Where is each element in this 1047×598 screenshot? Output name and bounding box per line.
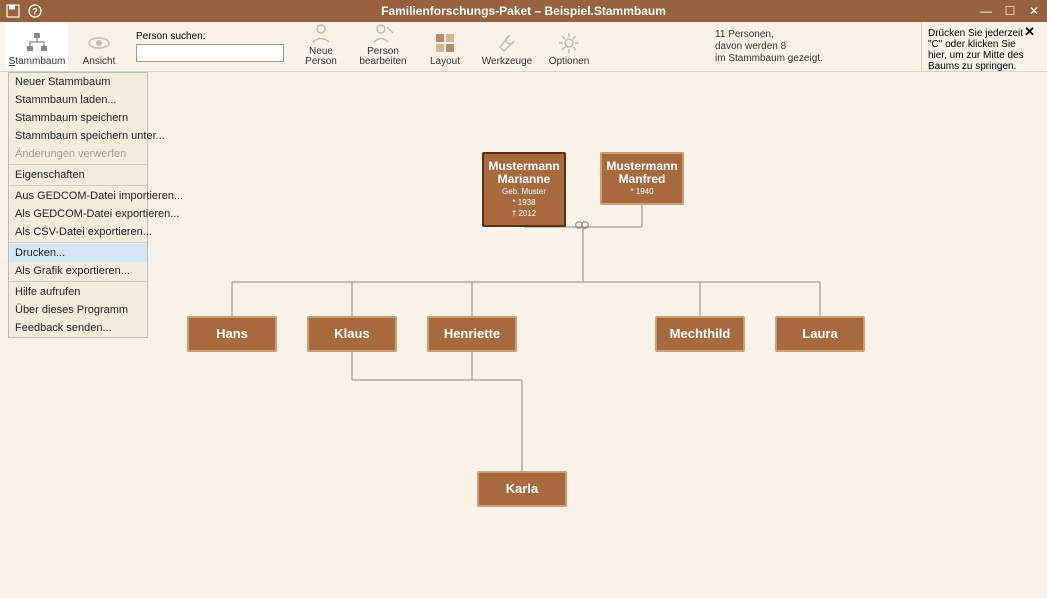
person-node[interactable]: Mechthild xyxy=(655,316,745,352)
stammbaum-menu: Neuer Stammbaum Stammbaum laden... Stamm… xyxy=(8,72,148,338)
hint-block[interactable]: ✕ Drücken Sie jederzeit "C" oder klicken… xyxy=(921,22,1041,71)
person-node[interactable]: Karla xyxy=(477,471,567,507)
menu-feedback[interactable]: Feedback senden... xyxy=(9,319,147,337)
tree-icon xyxy=(25,31,49,55)
person-node[interactable]: Klaus xyxy=(307,316,397,352)
stammbaum-label-rest: tammbaum xyxy=(15,56,65,67)
person-node[interactable]: MustermannManfred* 1940 xyxy=(600,152,684,205)
layout-button[interactable]: Layout xyxy=(414,22,476,71)
menu-gedcom-export[interactable]: Als GEDCOM-Datei exportieren... xyxy=(9,205,147,223)
tree-lines xyxy=(0,72,1047,598)
menu-separator xyxy=(9,164,147,165)
menu-ansicht-button[interactable]: Ansicht xyxy=(68,22,130,71)
new-person-button[interactable]: NeuePerson xyxy=(290,22,352,71)
menu-verwerfen: Änderungen verwerfen xyxy=(9,145,147,163)
ansicht-label: Ansicht xyxy=(83,57,116,67)
menu-speichern[interactable]: Stammbaum speichern xyxy=(9,109,147,127)
menu-gedcom-import[interactable]: Aus GEDCOM-Datei importieren... xyxy=(9,187,147,205)
options-button[interactable]: Optionen xyxy=(538,22,600,71)
marriage-rings-icon xyxy=(574,220,590,230)
gear-icon xyxy=(557,31,581,55)
search-block: Person suchen: xyxy=(130,22,290,71)
minimize-button[interactable]: — xyxy=(979,4,993,18)
layout-icon xyxy=(433,31,457,55)
toolbar: Stammbaum Ansicht Person suchen: NeuePer… xyxy=(0,22,1047,72)
tools-button[interactable]: Werkzeuge xyxy=(476,22,538,71)
hint-close-icon[interactable]: ✕ xyxy=(1024,26,1035,37)
info-block: 11 Personen, davon werden 8 im Stammbaum… xyxy=(711,22,921,71)
window-title: Familienforschungs-Paket – Beispiel.Stam… xyxy=(381,4,666,18)
person-node[interactable]: Henriette xyxy=(427,316,517,352)
save-icon[interactable] xyxy=(6,4,20,18)
menu-stammbaum-button[interactable]: Stammbaum xyxy=(6,22,68,71)
wrench-icon xyxy=(495,31,519,55)
person-node[interactable]: Hans xyxy=(187,316,277,352)
menu-grafik-export[interactable]: Als Grafik exportieren... xyxy=(9,262,147,280)
menu-laden[interactable]: Stammbaum laden... xyxy=(9,91,147,109)
menu-neuer-stammbaum[interactable]: Neuer Stammbaum xyxy=(9,73,147,91)
menu-hilfe[interactable]: Hilfe aufrufen xyxy=(9,283,147,301)
edit-person-icon xyxy=(371,21,395,45)
edit-person-button[interactable]: Personbearbeiten xyxy=(352,22,414,71)
maximize-button[interactable]: ☐ xyxy=(1003,4,1017,18)
menu-eigenschaften[interactable]: Eigenschaften xyxy=(9,166,147,184)
new-person-icon xyxy=(309,21,333,45)
close-button[interactable]: ✕ xyxy=(1027,4,1041,18)
svg-text:?: ? xyxy=(32,7,38,17)
tree-canvas[interactable]: MustermannMarianneGeb. Muster* 1938† 201… xyxy=(0,72,1047,598)
menu-separator xyxy=(9,185,147,186)
hint-text: Drücken Sie jederzeit "C" oder klicken S… xyxy=(928,28,1024,72)
menu-csv-export[interactable]: Als CSV-Datei exportieren... xyxy=(9,223,147,241)
menu-drucken[interactable]: Drucken... xyxy=(9,244,147,262)
titlebar: ? Familienforschungs-Paket – Beispiel.St… xyxy=(0,0,1047,22)
help-icon[interactable]: ? xyxy=(28,4,42,18)
menu-speichern-unter[interactable]: Stammbaum speichern unter... xyxy=(9,127,147,145)
menu-ueber[interactable]: Über dieses Programm xyxy=(9,301,147,319)
eye-icon xyxy=(87,31,111,55)
menu-separator xyxy=(9,242,147,243)
person-node[interactable]: MustermannMarianneGeb. Muster* 1938† 201… xyxy=(482,152,566,227)
search-label: Person suchen: xyxy=(136,31,284,42)
menu-separator xyxy=(9,281,147,282)
search-input[interactable] xyxy=(136,44,284,62)
person-node[interactable]: Laura xyxy=(775,316,865,352)
